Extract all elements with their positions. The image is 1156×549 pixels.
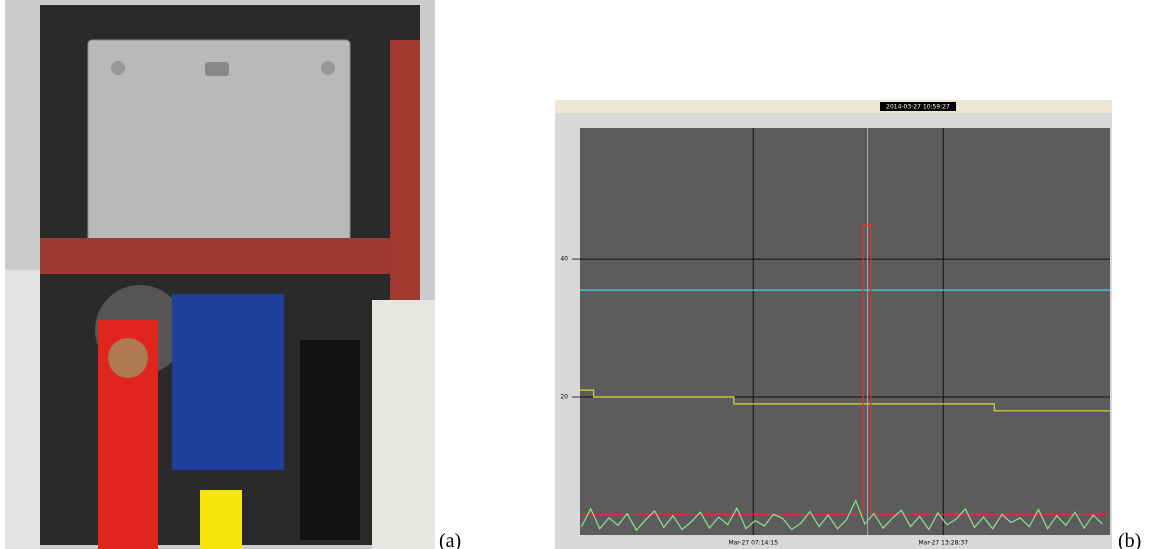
- header-bar: [555, 100, 1112, 113]
- y-tick-label: 20: [560, 394, 568, 401]
- screw: [111, 61, 125, 75]
- chart-panel: [555, 100, 1112, 549]
- panel-left: [5, 270, 40, 549]
- red-beam: [40, 238, 410, 274]
- cursor-label: 2014-03-27 10:59:27: [886, 104, 950, 111]
- panel-label: (b): [1118, 530, 1141, 549]
- bolt: [108, 338, 148, 378]
- panel-label: (a): [439, 530, 461, 549]
- yellow-block: [200, 490, 242, 549]
- series-line: [580, 224, 1110, 515]
- x-tick-label: Mar-27 13:28:37: [918, 540, 968, 547]
- series-line: [580, 498, 1103, 532]
- screw: [321, 61, 335, 75]
- latch: [205, 62, 229, 76]
- x-tick-label: Mar-27 07:14:15: [728, 540, 778, 547]
- panel-right: [372, 300, 435, 549]
- blue-box: [172, 294, 284, 470]
- red-post: [390, 40, 420, 300]
- y-tick-label: 40: [560, 256, 568, 263]
- timestamp-box: [880, 102, 956, 111]
- pipe: [300, 340, 360, 540]
- plot-area: [580, 128, 1110, 535]
- series-line: [580, 389, 1110, 412]
- photo: [5, 0, 435, 549]
